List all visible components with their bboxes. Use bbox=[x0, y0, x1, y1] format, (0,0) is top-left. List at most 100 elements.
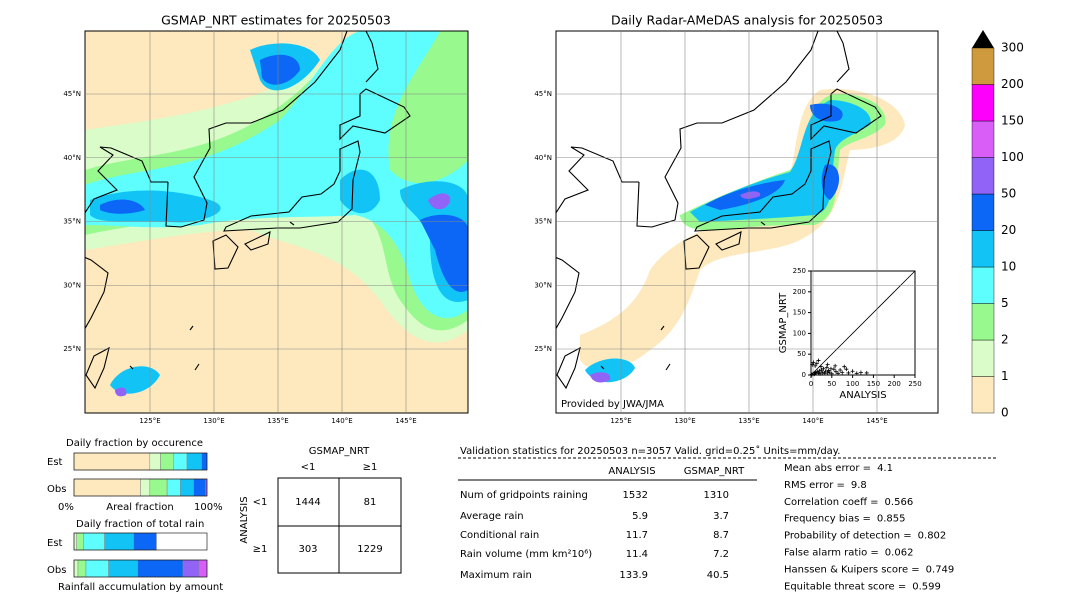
fraction-segment bbox=[104, 532, 135, 551]
scatter-xtick: 250 bbox=[908, 380, 921, 388]
colorbar-label: 100 bbox=[1001, 150, 1024, 164]
left-frame bbox=[84, 30, 469, 414]
lat-label: 45°N bbox=[63, 90, 81, 98]
fraction-segment bbox=[137, 559, 184, 578]
scatter-ytick: 150 bbox=[793, 309, 806, 317]
score: Probability of detection = 0.802 bbox=[784, 531, 946, 542]
fraction-segment bbox=[180, 478, 194, 497]
ct-col: <1 bbox=[301, 462, 316, 473]
score-value: 0.062 bbox=[885, 548, 914, 559]
scatter-point bbox=[831, 367, 836, 372]
occ-row: Obs bbox=[47, 484, 66, 495]
fraction-segment bbox=[182, 559, 200, 578]
right-frame bbox=[555, 30, 939, 414]
stats-value: 5.9 bbox=[632, 511, 648, 522]
lat-label: 25°N bbox=[534, 345, 552, 353]
colorbar-label: 300 bbox=[1001, 41, 1024, 55]
score-value: 4.1 bbox=[877, 463, 893, 474]
stats-label: Average rain bbox=[460, 511, 524, 522]
score-label: False alarm ratio = bbox=[784, 548, 879, 559]
stats-header: Validation statistics for 20250503 n=305… bbox=[460, 445, 840, 457]
fraction-segment bbox=[73, 559, 79, 578]
scatter-xtick: 50 bbox=[827, 380, 836, 388]
score: Equitable threat score = 0.599 bbox=[784, 581, 941, 592]
fraction-segment bbox=[133, 532, 157, 551]
scatter-point bbox=[813, 363, 818, 368]
fraction-segment bbox=[160, 452, 174, 471]
score-label: Hanssen & Kuipers score = bbox=[784, 564, 920, 575]
scatter-xtick: 150 bbox=[867, 380, 880, 388]
lon-label: 125°E bbox=[139, 417, 160, 425]
scatter-point bbox=[825, 362, 830, 367]
scatter-xtick: 0 bbox=[809, 380, 813, 388]
lon-label: 140°E bbox=[802, 417, 823, 425]
fraction-segment bbox=[108, 559, 139, 578]
scatter-point bbox=[842, 364, 847, 369]
occ-axis: 0% bbox=[58, 502, 74, 513]
fraction-segment bbox=[193, 478, 206, 497]
ct-title: GSMAP_NRT bbox=[309, 446, 370, 457]
left-title: GSMAP_NRT estimates for 20250503 bbox=[161, 13, 391, 28]
ct-row: <1 bbox=[253, 497, 268, 508]
scatter-point bbox=[858, 370, 863, 375]
score: RMS error = 9.8 bbox=[784, 480, 867, 491]
scatter-point bbox=[864, 370, 869, 375]
scatter-ytick: 200 bbox=[793, 288, 806, 296]
fraction-segment bbox=[198, 559, 208, 578]
colorbar-bin bbox=[971, 157, 995, 195]
lon-label: 135°E bbox=[738, 417, 759, 425]
scatter-point bbox=[850, 369, 855, 374]
bar-frame bbox=[73, 559, 208, 578]
colorbar-bin bbox=[971, 266, 995, 304]
ct-cell: 81 bbox=[364, 497, 377, 508]
colorbar-extend bbox=[972, 30, 994, 48]
lon-label: 125°E bbox=[610, 417, 631, 425]
colorbar-label: 150 bbox=[1001, 114, 1024, 128]
fraction-segment bbox=[201, 452, 208, 471]
stats-label: Num of gridpoints raining bbox=[460, 490, 588, 501]
colorbar-bin bbox=[971, 230, 995, 268]
ct-row-title: ANALYSIS bbox=[239, 496, 250, 543]
scatter-ytick: 0 bbox=[802, 371, 806, 379]
diagonal bbox=[810, 270, 916, 376]
ct-cell: 1229 bbox=[357, 544, 382, 555]
scatter-point bbox=[814, 361, 819, 366]
lat-label: 25°N bbox=[63, 345, 81, 353]
colorbar-bin bbox=[971, 193, 995, 231]
scatter-point bbox=[818, 371, 823, 376]
stats-value: 11.4 bbox=[626, 549, 648, 560]
left-map bbox=[85, 31, 468, 413]
amt-row: Obs bbox=[47, 565, 66, 576]
fraction-segment bbox=[149, 452, 161, 471]
occ-axis: 100% bbox=[194, 502, 223, 513]
scatter-point bbox=[820, 370, 825, 375]
colorbar-label: 5 bbox=[1001, 296, 1009, 310]
colorbar-label: 10 bbox=[1001, 260, 1016, 274]
stats-value: 40.5 bbox=[707, 570, 729, 581]
fraction-segment bbox=[149, 478, 168, 497]
lat-label: 30°N bbox=[63, 281, 81, 289]
colorbar-bin bbox=[971, 303, 995, 341]
credit: Provided by JWA/JMA bbox=[561, 399, 664, 410]
stats-value: 3.7 bbox=[713, 511, 729, 522]
score-value: 0.749 bbox=[926, 564, 955, 575]
scatter-point bbox=[822, 371, 827, 376]
score-label: RMS error = bbox=[784, 480, 845, 491]
scatter-point bbox=[836, 371, 841, 376]
colorbar-bin bbox=[971, 376, 995, 414]
ct-row: ≥1 bbox=[253, 544, 268, 555]
fraction-segment bbox=[76, 532, 84, 551]
amt-title: Daily fraction of total rain bbox=[76, 519, 204, 530]
score-label: Frequency bias = bbox=[784, 514, 871, 525]
stats-value: 11.7 bbox=[626, 530, 648, 541]
score: Frequency bias = 0.855 bbox=[784, 514, 906, 525]
colorbar-label: 200 bbox=[1001, 77, 1024, 91]
stats-value: 133.9 bbox=[619, 570, 648, 581]
ct-table bbox=[277, 477, 402, 574]
amt-xlabel: Rainfall accumulation by amount bbox=[58, 582, 223, 593]
colorbar-bin bbox=[971, 339, 995, 377]
stats-label: Maximum rain bbox=[460, 570, 532, 581]
scatter-ylabel: GSMAP_NRT bbox=[778, 292, 789, 353]
scatter-point bbox=[844, 367, 849, 372]
lat-label: 35°N bbox=[63, 218, 81, 226]
